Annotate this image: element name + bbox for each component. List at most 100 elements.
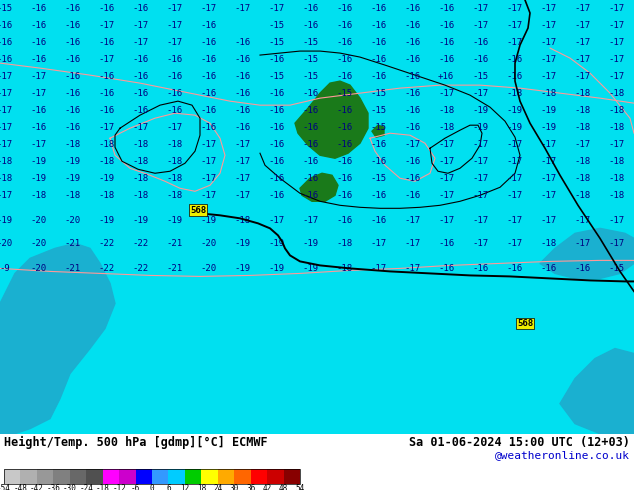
Text: -19: -19 (30, 174, 46, 183)
Text: 0: 0 (150, 485, 154, 490)
Text: -16: -16 (200, 122, 216, 132)
Text: -19: -19 (302, 239, 318, 248)
Text: -17: -17 (438, 174, 454, 183)
Text: -15: -15 (370, 106, 386, 115)
Text: -17: -17 (30, 89, 46, 98)
Text: -16: -16 (336, 216, 352, 225)
Text: -16: -16 (370, 191, 386, 200)
Polygon shape (295, 81, 368, 158)
Text: +16: +16 (438, 72, 454, 81)
Text: -16: -16 (234, 106, 250, 115)
Text: -16: -16 (438, 21, 454, 29)
Text: -16: -16 (64, 38, 80, 47)
Bar (234, 469, 250, 484)
Text: -16: -16 (268, 191, 284, 200)
Text: -16: -16 (268, 140, 284, 149)
Bar (283, 469, 300, 484)
Bar (250, 469, 267, 484)
Text: -18: -18 (234, 216, 250, 225)
Text: -16: -16 (64, 89, 80, 98)
Bar (37, 469, 53, 484)
Text: -16: -16 (98, 106, 114, 115)
Text: -17: -17 (30, 72, 46, 81)
Text: -15: -15 (336, 89, 352, 98)
Text: -15: -15 (608, 264, 624, 273)
Text: -16: -16 (540, 264, 556, 273)
Text: -16: -16 (234, 38, 250, 47)
Text: -15: -15 (370, 122, 386, 132)
Text: -18: -18 (608, 106, 624, 115)
Text: -16: -16 (506, 264, 522, 273)
Text: -16: -16 (438, 54, 454, 64)
Text: -16: -16 (472, 38, 488, 47)
Text: -16: -16 (132, 72, 148, 81)
Text: -17: -17 (540, 216, 556, 225)
Text: -17: -17 (472, 140, 488, 149)
Text: -15: -15 (370, 174, 386, 183)
Text: -16: -16 (302, 21, 318, 29)
Text: -17: -17 (540, 72, 556, 81)
Text: -17: -17 (540, 3, 556, 13)
Text: -16: -16 (302, 157, 318, 166)
Polygon shape (540, 228, 634, 278)
Text: -16: -16 (336, 191, 352, 200)
Text: -18: -18 (608, 191, 624, 200)
Text: -12: -12 (112, 485, 126, 490)
Text: -17: -17 (404, 239, 420, 248)
Text: -17: -17 (166, 122, 182, 132)
Text: -18: -18 (0, 157, 13, 166)
Text: -18: -18 (166, 157, 182, 166)
Text: -17: -17 (132, 38, 148, 47)
Text: -17: -17 (268, 3, 284, 13)
Text: -17: -17 (268, 216, 284, 225)
Text: -16: -16 (234, 122, 250, 132)
Text: -16: -16 (98, 3, 114, 13)
Text: -16: -16 (30, 21, 46, 29)
Text: -16: -16 (302, 122, 318, 132)
Text: -17: -17 (438, 216, 454, 225)
Text: -17: -17 (132, 21, 148, 29)
Text: -16: -16 (336, 122, 352, 132)
Text: -16: -16 (302, 174, 318, 183)
Text: -16: -16 (438, 38, 454, 47)
Text: -17: -17 (98, 21, 114, 29)
Bar (4, 469, 300, 484)
Text: -17: -17 (540, 157, 556, 166)
Text: -16: -16 (234, 89, 250, 98)
Text: -16: -16 (370, 54, 386, 64)
Text: -18: -18 (574, 106, 590, 115)
Text: -16: -16 (506, 72, 522, 81)
Text: -17: -17 (404, 264, 420, 273)
Bar (169, 469, 185, 484)
Text: -18: -18 (132, 191, 148, 200)
Text: -17: -17 (438, 89, 454, 98)
Text: -17: -17 (200, 191, 216, 200)
Text: -16: -16 (200, 72, 216, 81)
Text: -17: -17 (608, 54, 624, 64)
Text: 42: 42 (262, 485, 272, 490)
Text: -21: -21 (64, 264, 80, 273)
Text: -18: -18 (608, 174, 624, 183)
Text: -19: -19 (302, 264, 318, 273)
Text: -18: -18 (438, 122, 454, 132)
Bar (185, 469, 202, 484)
Text: -15: -15 (370, 89, 386, 98)
Text: -16: -16 (200, 54, 216, 64)
Text: -17: -17 (472, 191, 488, 200)
Text: 24: 24 (213, 485, 223, 490)
Text: -54: -54 (0, 485, 11, 490)
Text: -17: -17 (234, 174, 250, 183)
Text: -17: -17 (370, 264, 386, 273)
Text: -16: -16 (64, 72, 80, 81)
Text: -16: -16 (98, 72, 114, 81)
Text: -17: -17 (506, 216, 522, 225)
Text: -17: -17 (472, 157, 488, 166)
Text: -17: -17 (0, 106, 13, 115)
Text: -18: -18 (540, 239, 556, 248)
Text: -18: -18 (540, 89, 556, 98)
Text: -17: -17 (302, 216, 318, 225)
Text: -17: -17 (404, 216, 420, 225)
Polygon shape (0, 244, 115, 434)
Text: -19: -19 (64, 174, 80, 183)
Text: -16: -16 (268, 89, 284, 98)
